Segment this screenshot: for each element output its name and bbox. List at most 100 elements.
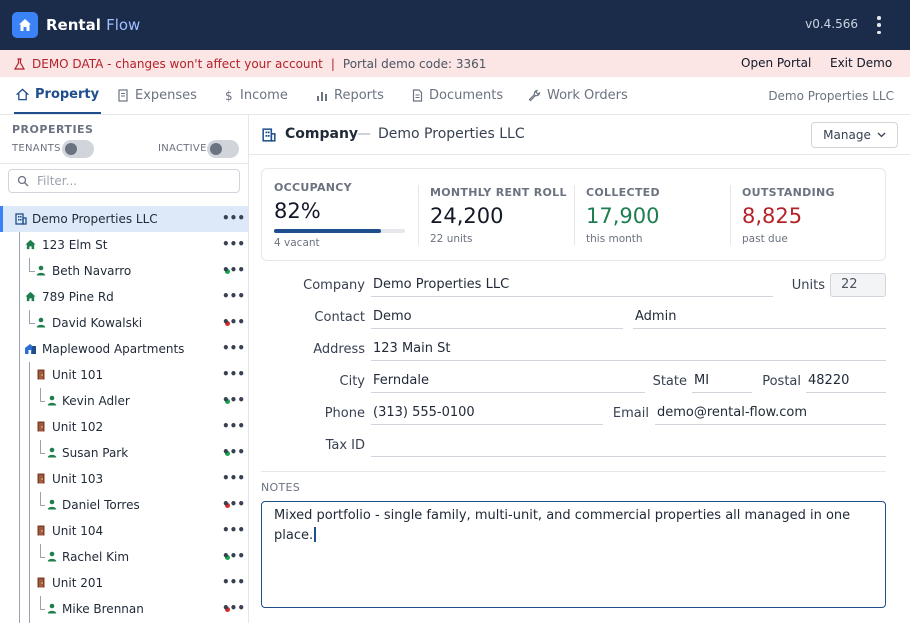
more-icon[interactable]: ••• bbox=[221, 575, 245, 589]
tab-property[interactable]: Property bbox=[14, 77, 102, 114]
demo-banner: DEMO DATA - changes won't affect your ac… bbox=[0, 50, 910, 77]
tree-item-tenant[interactable]: Beth Navarro ••• bbox=[0, 258, 248, 284]
door-icon bbox=[37, 421, 45, 432]
occupancy-bar-fill bbox=[274, 229, 382, 233]
more-icon[interactable]: ••• bbox=[221, 367, 245, 381]
stat-value: 17,900 bbox=[586, 204, 660, 228]
phone-field[interactable]: (313) 555-0100 bbox=[371, 401, 603, 425]
tree-item-house[interactable]: 123 Elm St ••• bbox=[0, 232, 248, 258]
more-icon[interactable]: ••• bbox=[221, 263, 245, 277]
manage-label: Manage bbox=[823, 128, 871, 142]
tenants-toggle[interactable] bbox=[62, 140, 94, 158]
contact-first-name-field[interactable]: Demo bbox=[371, 305, 623, 329]
tax-id-field[interactable] bbox=[371, 433, 886, 457]
stat-separator bbox=[574, 185, 575, 245]
more-icon[interactable]: ••• bbox=[221, 393, 245, 407]
more-icon[interactable]: ••• bbox=[221, 419, 245, 433]
chevron-down-icon bbox=[877, 132, 886, 138]
more-icon[interactable]: ••• bbox=[221, 601, 245, 615]
tree-item-label: Unit 101 bbox=[52, 368, 104, 382]
more-icon[interactable]: ••• bbox=[221, 211, 245, 225]
tree-line bbox=[40, 440, 41, 453]
person-icon bbox=[47, 395, 57, 406]
door-icon bbox=[37, 369, 45, 380]
tree-item-tenant[interactable]: Daniel Torres ••• bbox=[0, 492, 248, 518]
inactive-toggle[interactable] bbox=[207, 140, 239, 158]
tree-item-tenant[interactable]: Susan Park ••• bbox=[0, 440, 248, 466]
tree-item-tenant[interactable]: Mike Brennan ••• bbox=[0, 596, 248, 622]
more-icon[interactable]: ••• bbox=[221, 523, 245, 537]
filter-input[interactable] bbox=[37, 173, 233, 189]
more-icon[interactable]: ••• bbox=[221, 237, 245, 251]
company-icon bbox=[262, 128, 276, 142]
tab-work-orders[interactable]: Work Orders bbox=[528, 77, 628, 114]
stat-sub: this month bbox=[586, 233, 643, 245]
tree-item-company[interactable]: Demo Properties LLC ••• bbox=[0, 206, 248, 232]
brand-flow: Flow bbox=[106, 16, 141, 34]
tree-item-label: Beth Navarro bbox=[52, 264, 132, 278]
address-field[interactable]: 123 Main St bbox=[371, 337, 886, 361]
email-field[interactable]: demo@rental-flow.com bbox=[655, 401, 886, 425]
exit-demo-link[interactable]: Exit Demo bbox=[830, 56, 893, 70]
tree-line bbox=[40, 596, 41, 609]
postal-field[interactable]: 48220 bbox=[806, 369, 886, 393]
tree-line bbox=[29, 258, 30, 271]
contact-label: Contact bbox=[314, 310, 365, 325]
open-portal-link[interactable]: Open Portal bbox=[741, 56, 812, 70]
tree-line bbox=[29, 310, 30, 323]
tree-item-unit[interactable]: Unit 104 ••• bbox=[0, 518, 248, 544]
stat-label: COLLECTED bbox=[586, 186, 660, 199]
tree-item-house[interactable]: 789 Pine Rd ••• bbox=[0, 284, 248, 310]
more-icon[interactable]: ••• bbox=[221, 497, 245, 511]
manage-dropdown-button[interactable]: Manage bbox=[811, 122, 898, 148]
tree-item-unit[interactable]: Unit 201 ••• bbox=[0, 570, 248, 596]
contact-last-name-field[interactable]: Admin bbox=[633, 305, 886, 329]
city-label: City bbox=[339, 374, 365, 389]
company-name-field[interactable]: Demo Properties LLC bbox=[371, 273, 773, 297]
status-dot bbox=[225, 269, 230, 274]
stat-label: MONTHLY RENT ROLL bbox=[430, 186, 567, 199]
more-icon[interactable]: ••• bbox=[221, 315, 245, 329]
email-label: Email bbox=[612, 406, 649, 421]
postal-label: Postal bbox=[762, 374, 801, 389]
app-menu-kebab-icon[interactable] bbox=[874, 16, 884, 34]
tree-item-label: Daniel Torres bbox=[62, 498, 140, 512]
text-caret bbox=[314, 527, 316, 542]
more-icon[interactable]: ••• bbox=[221, 341, 245, 355]
tab-reports[interactable]: Reports bbox=[316, 77, 384, 114]
rent-roll-stat: MONTHLY RENT ROLL 24,200 22 units bbox=[430, 169, 580, 262]
tab-label: Documents bbox=[429, 88, 504, 103]
brand-rental: Rental bbox=[46, 16, 101, 34]
city-field[interactable]: Ferndale bbox=[371, 369, 645, 393]
tree-item-label: Unit 104 bbox=[52, 524, 104, 538]
tab-documents[interactable]: Documents bbox=[412, 77, 503, 114]
tab-expenses[interactable]: Expenses bbox=[117, 77, 197, 114]
tree-item-building[interactable]: Maplewood Apartments ••• bbox=[0, 336, 248, 362]
more-icon[interactable]: ••• bbox=[221, 289, 245, 303]
tree-line bbox=[29, 323, 35, 324]
panel-header: Company — Demo Properties LLC Manage bbox=[249, 115, 910, 155]
app-version: v0.4.566 bbox=[805, 17, 858, 31]
state-field[interactable]: MI bbox=[692, 369, 752, 393]
home-logo-icon[interactable] bbox=[12, 12, 38, 38]
svg-text:$: $ bbox=[225, 89, 233, 102]
demo-warning: DEMO DATA - changes won't affect your ac… bbox=[32, 56, 323, 71]
notes-label: NOTES bbox=[261, 481, 301, 494]
status-dot bbox=[225, 399, 230, 404]
tree-item-tenant[interactable]: Rachel Kim ••• bbox=[0, 544, 248, 570]
tab-income[interactable]: $ Income bbox=[224, 77, 288, 114]
tree-item-unit[interactable]: Unit 103 ••• bbox=[0, 466, 248, 492]
notes-textarea[interactable]: Mixed portfolio - single family, multi-u… bbox=[261, 501, 886, 608]
more-icon[interactable]: ••• bbox=[221, 445, 245, 459]
house-icon bbox=[25, 291, 36, 302]
portal-demo-code: Portal demo code: 3361 bbox=[342, 56, 487, 71]
more-icon[interactable]: ••• bbox=[221, 471, 245, 485]
more-icon[interactable]: ••• bbox=[221, 549, 245, 563]
tree-item-unit[interactable]: Unit 102 ••• bbox=[0, 414, 248, 440]
stat-sub: past due bbox=[742, 233, 788, 245]
tree-line bbox=[40, 544, 41, 557]
tree-item-tenant[interactable]: Kevin Adler ••• bbox=[0, 388, 248, 414]
tree-item-tenant[interactable]: David Kowalski ••• bbox=[0, 310, 248, 336]
tree-item-label: 789 Pine Rd bbox=[42, 290, 114, 304]
tree-item-unit[interactable]: Unit 101 ••• bbox=[0, 362, 248, 388]
